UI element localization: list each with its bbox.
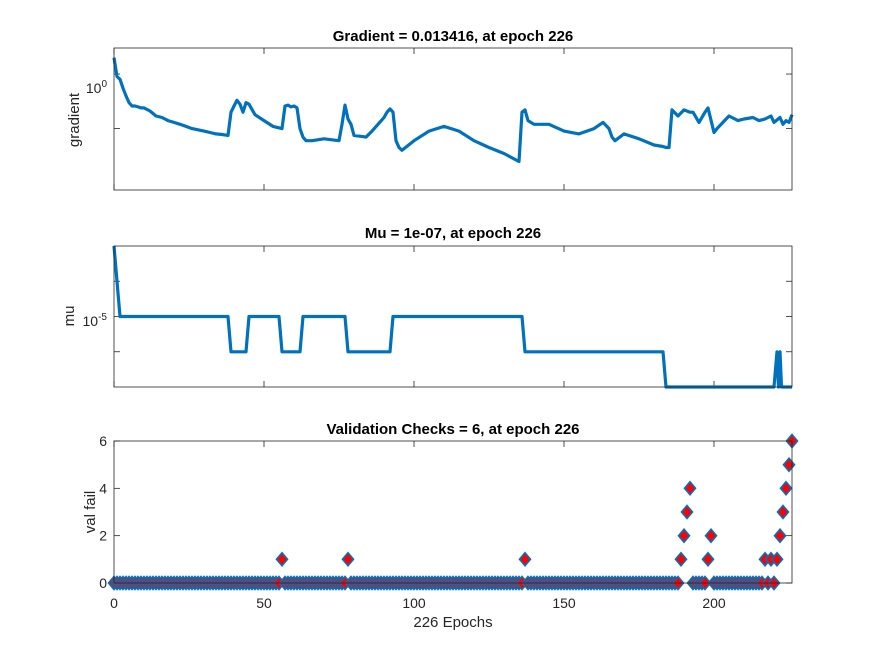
gradient-ylabel: gradient [66,92,83,147]
x-tick-label: 150 [552,595,576,611]
x-tick-label: 100 [402,595,426,611]
val-xlabel: 226 Epochs [413,614,492,631]
gradient-axes-box [113,47,793,191]
val-fail-marker [674,551,688,568]
val-tick-labels: 0 50 100 150 200 0 2 4 6 [99,433,726,611]
mu-ylabel: mu [61,306,78,327]
gradient-ytick-label: 100 [86,79,108,96]
y-tick-label: 2 [99,528,107,544]
mu-axes-box [113,245,793,388]
x-tick-label: 200 [702,595,726,611]
val-fail-marker [782,456,796,473]
val-fail-marker [677,527,691,544]
gradient-line [112,57,794,164]
y-tick-label: 4 [99,480,107,496]
mu-line [112,245,792,389]
x-tick-label: 50 [256,595,272,611]
y-tick-label: 6 [99,433,107,449]
val-axes-box [113,440,793,584]
val-ylabel: val fail [82,491,99,534]
val-fail-marker [776,504,790,520]
gradient-title: Gradient = 0.013416, at epoch 226 [333,28,574,45]
val-fail-marker [275,551,289,568]
val-fail-marker [683,480,697,497]
val-markers [107,433,799,591]
mu-series [112,245,792,389]
val-fail-marker [701,551,715,568]
val-title: Validation Checks = 6, at epoch 226 [326,421,579,438]
mu-title: Mu = 1e-07, at epoch 226 [365,225,541,242]
mu-ytick-label: 10-5 [83,312,108,329]
x-tick-label: 0 [110,595,118,611]
val-fail-marker [779,480,793,497]
val-fail-marker [341,551,355,568]
gradient-ticks [113,48,792,190]
gradient-series [112,57,794,164]
gradient-panel: Gradient = 0.013416, at epoch 226 gradie… [66,28,794,191]
mu-ticks [113,246,792,387]
val-fail-marker [680,504,694,520]
val-fail-marker [518,551,532,568]
val-fail-marker [704,527,718,544]
val-panel: Validation Checks = 6, at epoch 226 val … [82,421,799,631]
mu-panel: Mu = 1e-07, at epoch 226 mu 10-5 [61,225,793,389]
val-fail-marker [773,527,787,544]
y-tick-label: 0 [99,575,107,591]
val-fail-marker [770,551,784,568]
